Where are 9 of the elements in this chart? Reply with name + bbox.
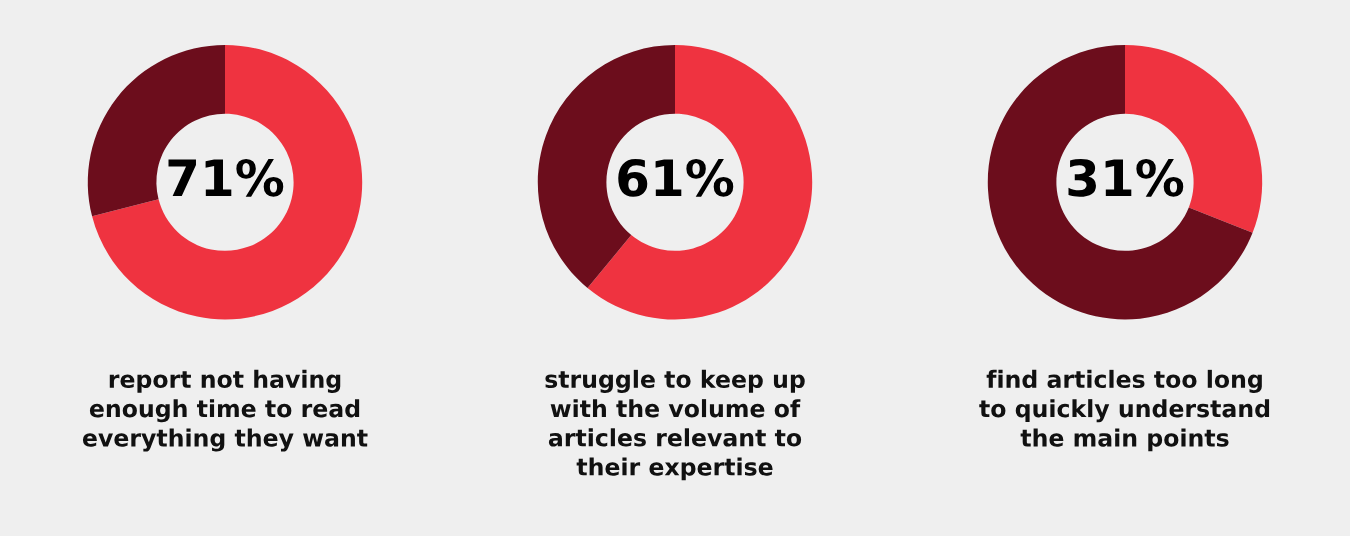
data-label: 71% [168, 158, 284, 197]
text: struggle to keep up with the volume of articles relevant to their expertise [545, 369, 805, 481]
donut-slice [987, 45, 1253, 320]
data-label: 61% [618, 158, 734, 197]
text: report not having enough time to read everything they want [82, 369, 368, 452]
donut-slice [587, 45, 813, 320]
data-label: 31% [1068, 158, 1184, 197]
text: find articles too long to quickly understand the main points [979, 369, 1270, 452]
donut-slice [92, 45, 363, 320]
